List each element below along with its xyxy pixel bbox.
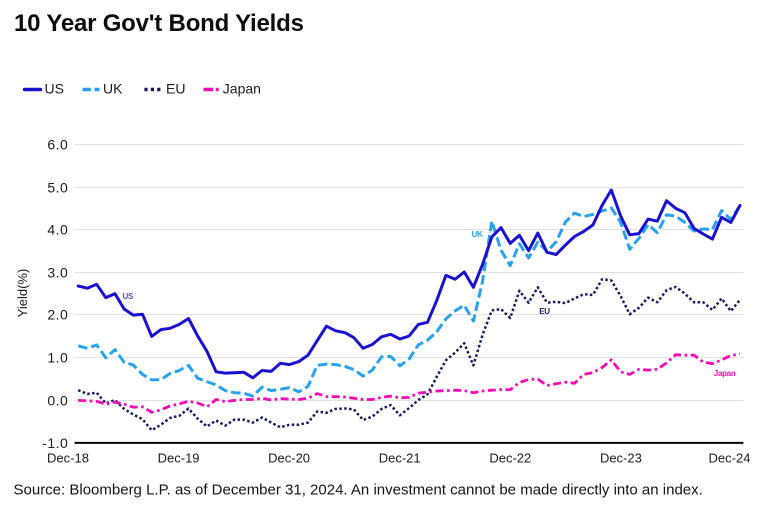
svg-text:4.0: 4.0	[47, 222, 68, 238]
svg-text:US: US	[123, 292, 134, 301]
svg-text:-1.0: -1.0	[42, 435, 68, 451]
svg-text:Source: Bloomberg L.P. as of D: Source: Bloomberg L.P. as of December 31…	[14, 482, 703, 499]
svg-text:Dec-18: Dec-18	[47, 451, 89, 466]
svg-text:Dec-19: Dec-19	[158, 451, 200, 466]
svg-text:5.0: 5.0	[47, 180, 68, 196]
svg-text:Japan: Japan	[223, 80, 261, 96]
svg-text:EU: EU	[166, 80, 185, 96]
svg-text:US: US	[45, 80, 64, 96]
svg-text:UK: UK	[472, 230, 483, 239]
svg-text:Japan: Japan	[714, 369, 736, 378]
svg-text:UK: UK	[103, 80, 123, 96]
svg-text:10 Year Gov't Bond Yields: 10 Year Gov't Bond Yields	[14, 10, 304, 37]
svg-text:1.0: 1.0	[47, 350, 68, 366]
svg-text:Dec-20: Dec-20	[268, 451, 310, 466]
svg-text:Dec-21: Dec-21	[379, 451, 421, 466]
svg-text:Yield(%): Yield(%)	[15, 269, 30, 318]
svg-text:0.0: 0.0	[47, 393, 68, 409]
svg-text:Dec-24: Dec-24	[709, 451, 751, 466]
svg-text:6.0: 6.0	[47, 137, 68, 153]
svg-text:Dec-22: Dec-22	[489, 451, 531, 466]
svg-text:3.0: 3.0	[47, 265, 68, 281]
svg-text:2.0: 2.0	[47, 307, 68, 323]
svg-text:Dec-23: Dec-23	[600, 451, 642, 466]
svg-text:EU: EU	[539, 307, 550, 316]
